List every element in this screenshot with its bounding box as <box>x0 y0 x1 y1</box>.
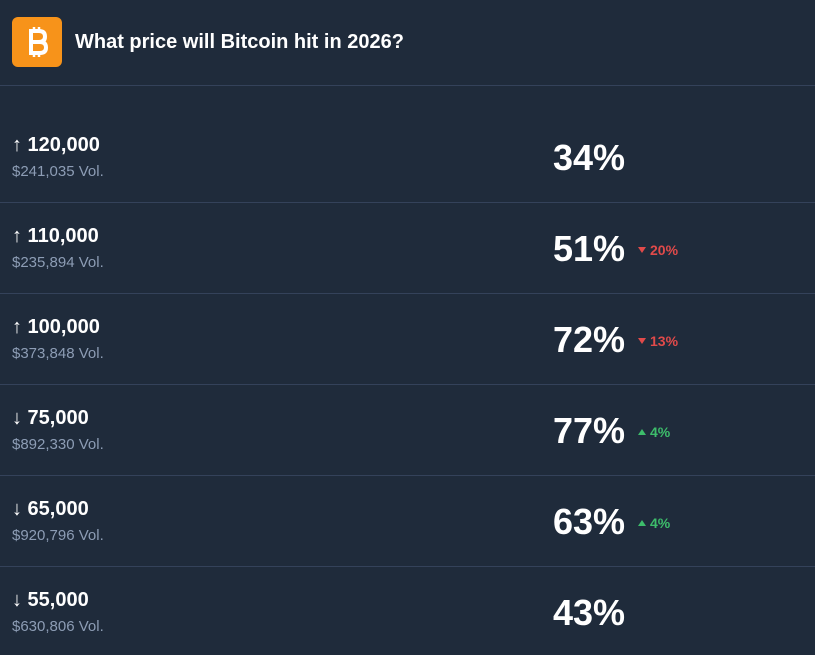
outcome-percent: 43% <box>553 592 626 633</box>
outcome-percent: 51% <box>553 228 626 269</box>
change-arrow <box>638 429 646 435</box>
change: 20% <box>637 242 678 258</box>
outcome-volume: $235,894 Vol. <box>12 254 104 271</box>
outcome-label: ↑ 110,000 <box>12 225 99 247</box>
change: 4% <box>637 515 670 531</box>
outcome-volume: $892,330 Vol. <box>12 436 104 453</box>
change-arrow <box>638 247 646 253</box>
header: What price will Bitcoin hit in 2026? <box>0 0 815 84</box>
outcome-percent: 34% <box>553 137 626 178</box>
bitcoin-icon <box>12 17 62 67</box>
outcome-label: ↑ 100,000 <box>12 316 100 338</box>
change-arrow <box>638 520 646 526</box>
outcome-volume: $630,806 Vol. <box>12 618 104 635</box>
outcome-volume: $373,848 Vol. <box>12 345 104 362</box>
separator <box>0 566 815 567</box>
separator <box>0 384 815 385</box>
outcome-label: ↓ 55,000 <box>12 589 89 611</box>
outcome-label: ↓ 75,000 <box>12 407 89 429</box>
change-text: 20% <box>650 242 679 258</box>
separator <box>0 475 815 476</box>
change: 13% <box>637 333 678 349</box>
outcome-volume: $920,796 Vol. <box>12 527 104 544</box>
outcome-percent: 77% <box>553 410 626 451</box>
title: What price will Bitcoin hit in 2026? <box>75 31 404 53</box>
change-arrow <box>638 338 646 344</box>
change-text: 4% <box>650 424 671 440</box>
separator <box>0 202 815 203</box>
outcome-volume: $241,035 Vol. <box>12 163 104 180</box>
separator <box>0 293 815 294</box>
change-text: 4% <box>650 515 671 531</box>
outcome-percent: 63% <box>553 501 626 542</box>
separator <box>0 85 815 86</box>
outcome-percent: 72% <box>553 319 626 360</box>
outcome-label: ↓ 65,000 <box>12 498 89 520</box>
outcome-label: ↑ 120,000 <box>12 134 100 156</box>
change-text: 13% <box>650 333 679 349</box>
change: 4% <box>637 424 670 440</box>
